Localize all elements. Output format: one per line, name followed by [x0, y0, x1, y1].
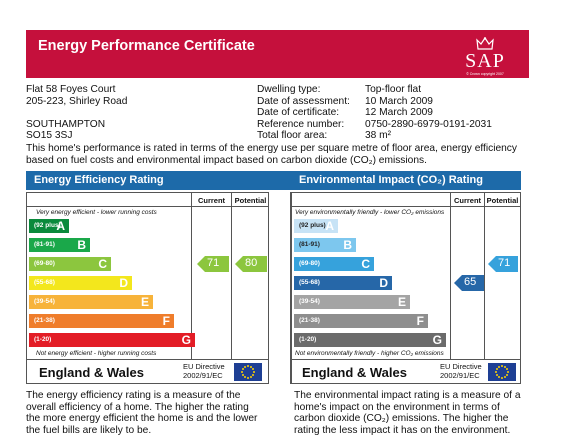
detail-label: Date of certificate:	[257, 107, 350, 119]
rating-value: 65	[464, 276, 476, 288]
environmental-explanation: The environmental impact rating is a mea…	[294, 390, 556, 436]
rating-band-a: (92 plus)A	[294, 219, 338, 233]
explanation-line: The environmental impact rating is a mea…	[294, 390, 556, 402]
explanation-line: the fuel bills are likely to be.	[26, 425, 288, 436]
band-range: (1-20)	[299, 336, 316, 343]
crown-copyright: © Crown copyright 2007	[455, 72, 515, 76]
sap-logo: SAP © Crown copyright 2007	[455, 37, 515, 77]
eu-star-icon	[506, 368, 508, 370]
eu-star-icon	[504, 376, 506, 378]
band-range: (69-80)	[299, 260, 320, 267]
band-range: (92 plus)	[299, 222, 326, 229]
band-letter: D	[379, 276, 388, 290]
eu-star-icon	[507, 371, 509, 373]
efficiency-explanation: The energy efficiency rating is a measur…	[26, 390, 288, 436]
explanation-line: carbon dioxide (CO₂) emissions. The high…	[294, 413, 556, 425]
detail-label: Dwelling type:	[257, 84, 350, 96]
details-values: Top-floor flat 10 March 2009 12 March 20…	[365, 84, 492, 142]
intro-line: based on fuel costs and environmental im…	[26, 155, 536, 167]
environmental-potential-arrow: 71	[488, 256, 518, 272]
band-range: (55-68)	[299, 279, 320, 286]
eu-star-icon	[506, 374, 508, 376]
eu-flag-icon	[488, 363, 516, 381]
address-line: Flat 58 Foyes Court	[26, 84, 127, 96]
floor-area-value: 38 m²	[365, 130, 492, 142]
environmental-eu-directive: EU Directive 2002/91/EC	[440, 363, 482, 380]
reference-number-value: 0750-2890-6979-0191-2031	[365, 119, 492, 131]
environmental-panel: Current Potential Very environmentally f…	[291, 192, 521, 384]
eu-star-icon	[501, 377, 503, 379]
eu-star-icon	[498, 366, 500, 368]
address-line: SO15 3SJ	[26, 130, 127, 142]
column-divider	[484, 193, 485, 359]
eu-star-icon	[498, 376, 500, 378]
band-letter: A	[325, 219, 334, 233]
current-column-header: Current	[451, 196, 484, 205]
environmental-top-note: Very environmentally friendly - lower CO…	[295, 209, 444, 216]
environmental-bottom-note: Not environmentally friendly - higher CO…	[295, 350, 444, 357]
footer-divider	[292, 359, 520, 360]
band-range: (21-38)	[299, 317, 320, 324]
rating-band-d: (55-68) D	[294, 276, 392, 290]
dwelling-type-value: Top-floor flat	[365, 84, 492, 96]
rating-intro: This home's performance is rated in term…	[26, 143, 536, 166]
crown-icon	[476, 37, 494, 51]
rating-band-c: (69-80) C	[294, 257, 374, 271]
band-letter: C	[361, 257, 370, 271]
address-line	[26, 107, 127, 119]
address-line: SOUTHAMPTON	[26, 119, 127, 131]
address-line: 205-223, Shirley Road	[26, 96, 127, 108]
environmental-region: England & Wales	[302, 365, 407, 380]
eu-star-icon	[495, 371, 497, 373]
band-range: (81-91)	[299, 241, 320, 248]
efficiency-panel-border	[26, 192, 291, 384]
explanation-line: The energy efficiency rating is a measur…	[26, 390, 288, 402]
detail-label: Date of assessment:	[257, 96, 350, 108]
assessment-date-value: 10 March 2009	[365, 96, 492, 108]
column-divider	[450, 193, 451, 359]
eu-star-icon	[496, 368, 498, 370]
rating-band-e: (39-54) E	[294, 295, 410, 309]
potential-column-header: Potential	[485, 196, 520, 205]
details-labels: Dwelling type: Date of assessment: Date …	[257, 84, 350, 142]
band-range: (39-54)	[299, 298, 320, 305]
eu-star-icon	[496, 374, 498, 376]
explanation-line: home's impact on the environment in term…	[294, 402, 556, 414]
explanation-line: rating the less impact it has on the env…	[294, 425, 556, 436]
rating-band-b: (81-91) B	[294, 238, 356, 252]
header-divider	[292, 206, 520, 207]
certificate-header: Energy Performance Certificate SAP © Cro…	[26, 30, 529, 78]
eu-directive-number: 2002/91/EC	[440, 372, 482, 381]
rating-band-g: (1-20) G	[294, 333, 446, 347]
band-letter: G	[433, 333, 442, 347]
environmental-current-arrow: 65	[454, 275, 484, 291]
certificate-title: Energy Performance Certificate	[38, 38, 255, 54]
efficiency-title: Energy Efficiency Rating	[26, 171, 291, 190]
rating-band-f: (21-38) F	[294, 314, 428, 328]
explanation-line: overall efficiency of a home. The higher…	[26, 402, 288, 414]
environmental-title: Environmental Impact (CO₂) Rating	[291, 171, 521, 190]
detail-label: Total floor area:	[257, 130, 350, 142]
band-letter: E	[398, 295, 406, 309]
detail-label: Reference number:	[257, 119, 350, 131]
sap-logo-text: SAP	[455, 50, 515, 73]
eu-star-icon	[501, 365, 503, 367]
explanation-line: the more energy efficient the home is an…	[26, 413, 288, 425]
intro-line: This home's performance is rated in term…	[26, 143, 536, 155]
band-letter: F	[417, 314, 424, 328]
band-letter: B	[343, 238, 352, 252]
certificate-date-value: 12 March 2009	[365, 107, 492, 119]
rating-value: 71	[498, 257, 510, 269]
property-address: Flat 58 Foyes Court 205-223, Shirley Roa…	[26, 84, 127, 142]
